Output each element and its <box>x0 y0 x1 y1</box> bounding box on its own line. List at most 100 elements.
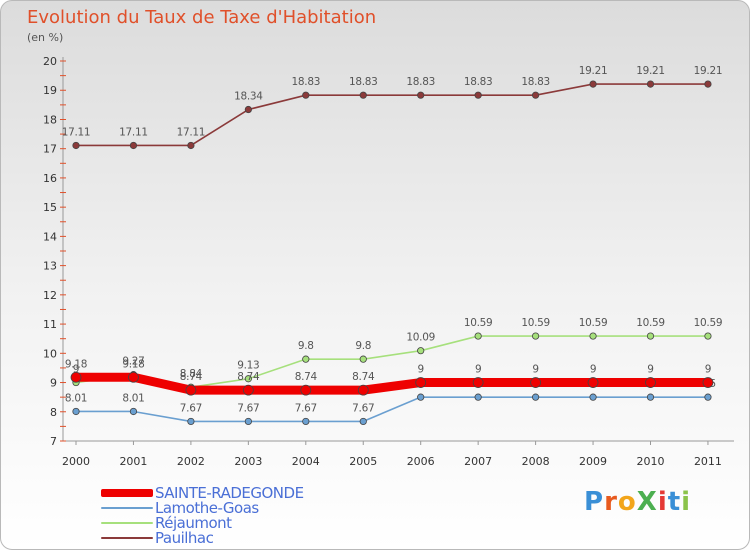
data-label: 9.18 <box>65 358 87 370</box>
y-tick-label: 14 <box>43 230 57 243</box>
data-label: 18.83 <box>464 76 493 88</box>
logo-letter: i <box>657 487 668 517</box>
data-point <box>702 377 714 388</box>
data-label: 8.74 <box>352 371 375 383</box>
y-tick-label: 16 <box>43 172 57 185</box>
data-label: 9.8 <box>298 340 314 352</box>
data-point <box>70 371 82 383</box>
data-point <box>472 377 484 388</box>
logo-letter: t <box>667 487 682 517</box>
y-tick-label: 11 <box>43 318 57 331</box>
series-line-sainte-radegonde <box>71 372 713 395</box>
y-tick-label: 10 <box>43 347 57 360</box>
data-point <box>589 393 597 401</box>
data-label: 7.67 <box>295 402 317 414</box>
data-point <box>646 332 655 340</box>
logo-letter: r <box>604 487 618 517</box>
legend-label: Lamothe-Goas <box>155 499 259 517</box>
data-label: 10.59 <box>464 317 493 329</box>
data-label: 9.8 <box>355 340 371 352</box>
data-point <box>128 371 139 383</box>
data-point <box>242 384 254 396</box>
data-label: 9.27 <box>122 356 144 368</box>
data-label: 10.59 <box>579 317 608 329</box>
data-point <box>359 91 367 99</box>
data-label: 18.34 <box>234 91 263 103</box>
data-label: 19.21 <box>636 65 665 77</box>
data-label: 17.11 <box>62 126 91 138</box>
legend-item: Lamothe-Goas <box>101 499 381 517</box>
legend-item: Pauilhac <box>101 529 381 547</box>
y-tick-label: 19 <box>43 84 57 97</box>
x-tick-label: 2010 <box>637 455 665 468</box>
legend-label: Pauilhac <box>155 529 214 547</box>
data-label: 19.21 <box>694 65 723 77</box>
data-point <box>129 407 138 416</box>
y-tick-label: 18 <box>43 113 57 126</box>
logo-letter: o <box>617 487 637 517</box>
data-label: 8.84 <box>180 368 203 380</box>
data-label: 7.67 <box>352 402 374 414</box>
legend-swatch <box>101 537 153 539</box>
data-label: 19.21 <box>579 65 608 77</box>
data-label: 9 <box>73 364 79 376</box>
data-label: 8.74 <box>180 371 203 383</box>
data-point <box>359 417 367 426</box>
data-point <box>474 91 482 99</box>
data-label: 18.83 <box>406 76 435 88</box>
y-tick-label: 13 <box>43 260 57 273</box>
chart-title: Evolution du Taux de Taxe d'Habitation <box>27 7 377 28</box>
y-tick-label: 17 <box>43 143 57 156</box>
data-point <box>704 80 712 88</box>
data-point <box>417 91 425 99</box>
data-point <box>302 417 310 426</box>
data-point <box>187 141 195 150</box>
data-point <box>187 417 195 426</box>
data-label: 17.11 <box>177 126 206 138</box>
data-point <box>417 347 425 355</box>
x-tick-label: 2000 <box>62 455 90 468</box>
y-tick-label: 15 <box>43 201 57 214</box>
data-label: 9 <box>647 364 653 376</box>
legend-label: Réjaumont <box>155 514 232 532</box>
data-label: 10.59 <box>636 317 665 329</box>
data-label: 7.67 <box>180 402 202 414</box>
y-tick-label: 9 <box>50 377 57 390</box>
data-label: 9 <box>590 364 596 376</box>
data-label: 10.59 <box>694 317 723 329</box>
data-point <box>185 384 197 396</box>
x-tick-label: 2004 <box>292 455 320 468</box>
data-label: 9.18 <box>122 358 144 370</box>
x-tick-label: 2011 <box>694 455 722 468</box>
chart-legend: SAINTE-RADEGONDE Lamothe-Goas Réjaumont Pau… <box>101 485 381 547</box>
data-point <box>645 377 656 388</box>
data-label: 10.59 <box>521 317 550 329</box>
data-label: 9.13 <box>237 360 259 372</box>
data-label: 18.83 <box>521 76 550 88</box>
data-point <box>415 377 427 388</box>
data-point <box>587 377 599 388</box>
x-tick-label: 2003 <box>234 455 262 468</box>
data-point <box>531 332 540 340</box>
data-point <box>417 393 425 401</box>
x-tick-label: 2002 <box>177 455 205 468</box>
data-point <box>530 377 541 388</box>
data-point <box>302 355 310 363</box>
data-point <box>704 332 712 340</box>
proxiti-logo: ProXiti <box>584 487 691 517</box>
data-point <box>589 80 597 88</box>
data-point <box>531 393 540 401</box>
data-point <box>72 141 80 150</box>
x-tick-label: 2001 <box>119 455 147 468</box>
data-point <box>72 407 80 416</box>
legend-swatch <box>101 507 153 509</box>
data-point <box>704 393 712 401</box>
data-label: 7.67 <box>237 402 259 414</box>
data-point <box>531 91 540 99</box>
data-label: 18.83 <box>292 76 321 88</box>
logo-letter: P <box>584 487 605 517</box>
y-tick-label: 20 <box>43 55 57 68</box>
data-point <box>646 393 655 401</box>
